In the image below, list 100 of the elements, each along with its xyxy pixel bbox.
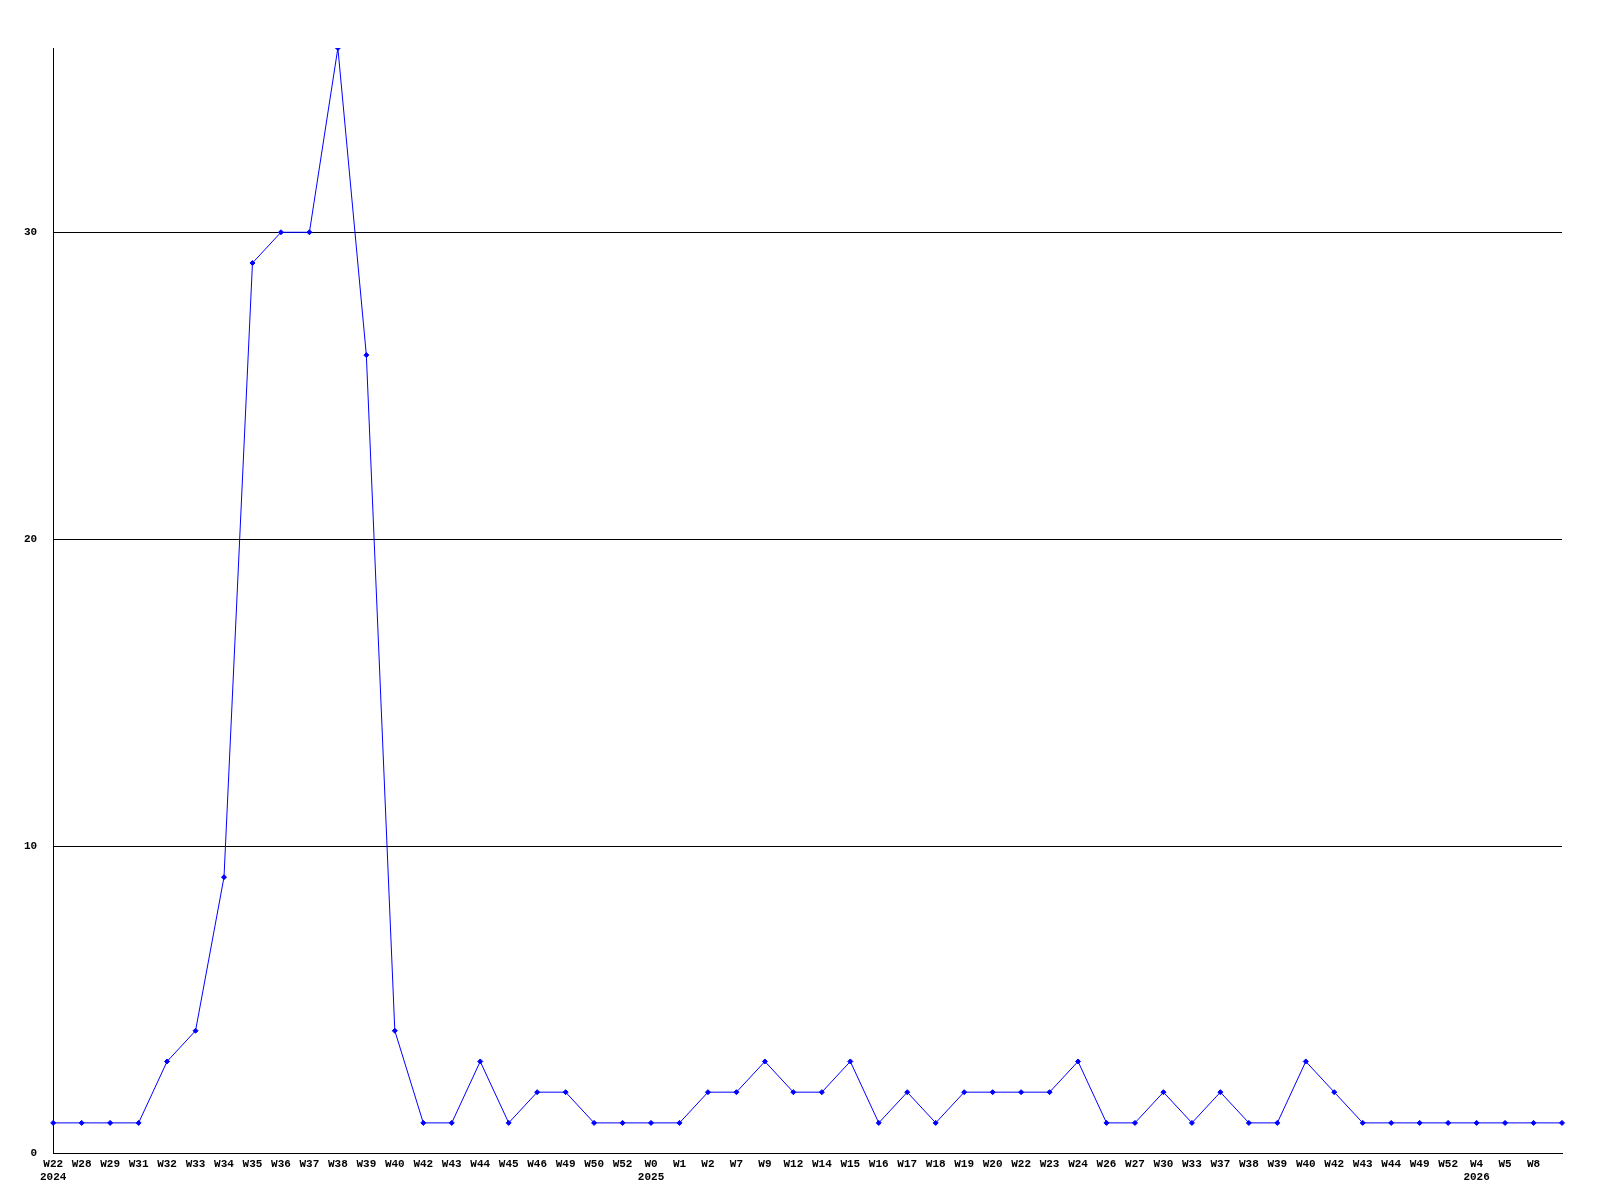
x-tick-label: W44 bbox=[1381, 1157, 1402, 1170]
x-tick-label: W34 bbox=[214, 1157, 235, 1170]
point bbox=[1359, 1119, 1366, 1126]
point bbox=[363, 352, 370, 359]
y-tick-label: 30 bbox=[24, 226, 38, 239]
point bbox=[1245, 1119, 1252, 1126]
point bbox=[505, 1119, 512, 1126]
point bbox=[1217, 1089, 1224, 1096]
point bbox=[1559, 1119, 1565, 1126]
x-tick-label: W12 bbox=[783, 1157, 804, 1170]
x-tick-label: W19 bbox=[954, 1157, 975, 1170]
x-tick-label: W7 bbox=[729, 1157, 744, 1170]
point bbox=[1530, 1119, 1537, 1126]
x-tick-label: W37 bbox=[1210, 1157, 1231, 1170]
y-tick-label: 0 bbox=[30, 1147, 38, 1160]
x-tick-label: W26 bbox=[1096, 1157, 1117, 1170]
point bbox=[277, 229, 284, 236]
x-tick-label: W52 bbox=[612, 1157, 633, 1170]
point bbox=[164, 1058, 171, 1065]
x-tick-label: W9 bbox=[758, 1157, 772, 1170]
point bbox=[249, 259, 256, 266]
point bbox=[1018, 1089, 1025, 1096]
point bbox=[1103, 1119, 1110, 1126]
point bbox=[1188, 1119, 1195, 1126]
x-tick-label: W38 bbox=[327, 1157, 349, 1170]
point bbox=[847, 1058, 854, 1065]
point bbox=[78, 1119, 85, 1126]
point bbox=[1160, 1089, 1167, 1096]
x-tick-label: W8 bbox=[1526, 1157, 1541, 1170]
x-tick-label: W5 bbox=[1498, 1157, 1513, 1170]
point bbox=[534, 1089, 541, 1096]
point bbox=[562, 1089, 569, 1096]
x-tick-label: W33 bbox=[185, 1157, 206, 1170]
point bbox=[761, 1058, 768, 1065]
point bbox=[875, 1119, 882, 1126]
point bbox=[818, 1089, 825, 1096]
point bbox=[733, 1089, 740, 1096]
point bbox=[1131, 1119, 1138, 1126]
point bbox=[1046, 1089, 1053, 1096]
x-tick-label: W52 bbox=[1438, 1157, 1459, 1170]
point bbox=[961, 1089, 968, 1096]
point bbox=[1445, 1119, 1452, 1126]
x-tick-label: W27 bbox=[1125, 1157, 1145, 1170]
x-tick-label: W18 bbox=[925, 1157, 946, 1170]
point bbox=[932, 1119, 939, 1126]
point bbox=[1502, 1119, 1509, 1126]
x-tick-label: W50 bbox=[584, 1157, 604, 1170]
x-tick-label: W22 bbox=[1011, 1157, 1032, 1170]
point bbox=[107, 1119, 114, 1126]
x-tick-label: W49 bbox=[555, 1157, 576, 1170]
x-tick-label: W39 bbox=[1267, 1157, 1288, 1170]
x-tick-label: W24 bbox=[1068, 1157, 1089, 1170]
point bbox=[1331, 1089, 1338, 1096]
point bbox=[1473, 1119, 1480, 1126]
point bbox=[1274, 1119, 1281, 1126]
x-tick-label: W37 bbox=[299, 1157, 320, 1170]
x-tick-label: W17 bbox=[897, 1157, 918, 1170]
x-tick-label: W42 bbox=[413, 1157, 434, 1170]
point bbox=[1075, 1058, 1082, 1065]
x-tick-label: W39 bbox=[356, 1157, 377, 1170]
point bbox=[989, 1089, 996, 1096]
x-tick-label: W45 bbox=[498, 1157, 519, 1170]
x-tick-label: W33 bbox=[1182, 1157, 1203, 1170]
x-tick-label: W0 2025 bbox=[637, 1157, 665, 1184]
x-tick-label: W31 bbox=[128, 1157, 149, 1170]
x-tick-label: W1 bbox=[672, 1157, 687, 1170]
x-tick-label: W2 bbox=[701, 1157, 715, 1170]
point bbox=[192, 1027, 199, 1034]
x-tick-label: W29 bbox=[100, 1157, 121, 1170]
point bbox=[221, 874, 228, 881]
point bbox=[477, 1058, 484, 1065]
x-tick-label: W46 bbox=[527, 1157, 548, 1170]
x-tick-label: W42 bbox=[1324, 1157, 1345, 1170]
x-tick-label: W38 bbox=[1238, 1157, 1260, 1170]
point bbox=[306, 229, 313, 236]
point bbox=[448, 1119, 455, 1126]
point bbox=[1388, 1119, 1395, 1126]
x-tick-label: W15 bbox=[840, 1157, 861, 1170]
y-tick-label: 10 bbox=[24, 840, 38, 853]
point bbox=[1302, 1058, 1309, 1065]
x-tick-label: W4 2026 bbox=[1463, 1157, 1490, 1184]
point bbox=[50, 1119, 57, 1126]
x-tick-label: W28 bbox=[71, 1157, 92, 1170]
point bbox=[619, 1119, 626, 1126]
x-tick-label: W30 bbox=[1153, 1157, 1174, 1170]
point bbox=[676, 1119, 683, 1126]
point bbox=[591, 1119, 598, 1126]
x-tick-label: W49 bbox=[1409, 1157, 1430, 1170]
x-tick-label: W43 bbox=[1352, 1157, 1374, 1170]
x-tick-label: W44 bbox=[470, 1157, 491, 1170]
x-tick-label: W32 bbox=[157, 1157, 177, 1170]
x-tick-label: W36 bbox=[271, 1157, 291, 1170]
point bbox=[420, 1119, 427, 1126]
x-tick-label: W43 bbox=[441, 1157, 463, 1170]
x-tick-label: W40 bbox=[384, 1157, 405, 1170]
point bbox=[1416, 1119, 1423, 1126]
x-tick-label: W40 bbox=[1295, 1157, 1316, 1170]
x-tick-label: W23 bbox=[1039, 1157, 1060, 1170]
point bbox=[704, 1089, 711, 1096]
y-tick-label: 20 bbox=[24, 533, 38, 546]
